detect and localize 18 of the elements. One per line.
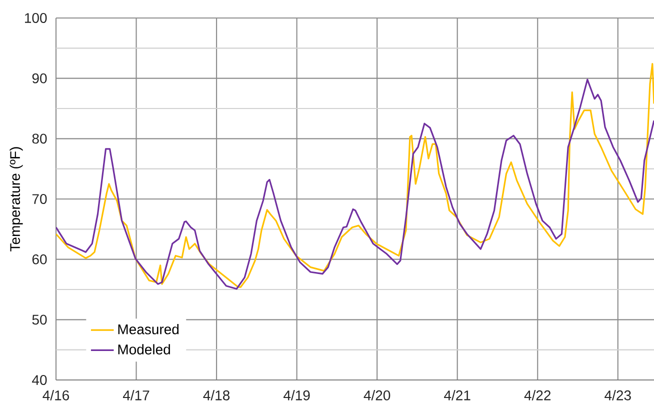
x-tick-label: 4/17 xyxy=(122,390,150,400)
y-tick-label: 100 xyxy=(24,13,47,23)
y-axis-title: Temperature (ºF) xyxy=(10,147,23,252)
x-tick-label: 4/23 xyxy=(604,390,631,400)
y-tick-label: 90 xyxy=(32,73,47,84)
x-tick-label: 4/16 xyxy=(42,390,70,400)
x-tick-label: 4/19 xyxy=(284,390,310,400)
x-tick-label: 4/22 xyxy=(524,390,551,400)
x-tick-label: 4/20 xyxy=(364,390,390,400)
y-tick-label: 70 xyxy=(32,194,47,204)
y-tick-label: 60 xyxy=(32,254,47,264)
legend-label: Measured xyxy=(118,324,179,334)
x-tick-label: 4/21 xyxy=(444,390,470,400)
x-tick-label: 4/18 xyxy=(203,390,230,400)
y-tick-label: 80 xyxy=(32,134,47,144)
y-tick-label: 50 xyxy=(32,314,47,325)
y-tick-label: 40 xyxy=(32,375,47,385)
legend-label: Modeled xyxy=(118,344,170,354)
